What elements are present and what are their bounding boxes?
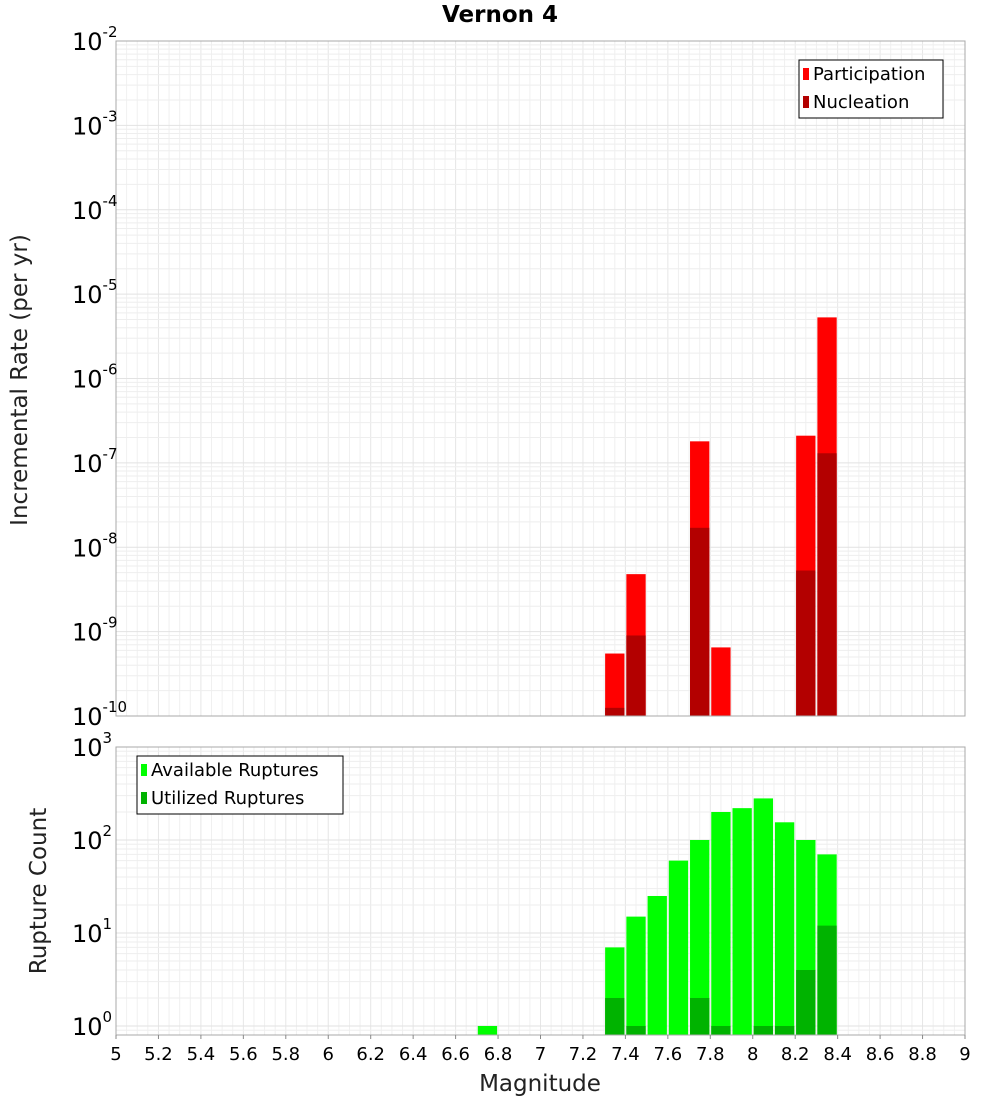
- bottom-legend-swatch-0: [141, 764, 147, 776]
- x-tick-label-14: 7.8: [696, 1044, 725, 1065]
- top-y-tick-label-7: 10-9: [72, 614, 118, 647]
- bottom-legend-label-0: Available Ruptures: [151, 760, 319, 781]
- x-tick-label-4: 5.8: [271, 1044, 300, 1065]
- bottom-y-tick-label-3: 100: [72, 1008, 112, 1041]
- top-series-1: [605, 453, 837, 716]
- x-tick-label-8: 6.6: [441, 1044, 470, 1065]
- bottom-y-tick-label-0: 103: [72, 729, 112, 762]
- bottom-panel: 103 102 101 100 5 5.2 5.4 5.6 5.8 6 6.2 6.4 6.6 6.8 7 7…: [72, 729, 971, 1065]
- top-y-axis-label: Incremental Rate (per yr): [7, 234, 33, 526]
- x-tick-label-16: 8.2: [781, 1044, 810, 1065]
- bottom-bar-1-4: [753, 1025, 774, 1035]
- bottom-bar-0-9: [774, 822, 795, 1035]
- x-tick-label-5: 6: [323, 1044, 334, 1065]
- top-y-ticks: 10-2 10-3 10-4 10-5 10-6 10-7 10-8 10-9 10-10: [72, 23, 127, 731]
- top-y-tick-label-5: 10-7: [72, 445, 118, 478]
- top-y-tick-label-4: 10-6: [72, 361, 118, 394]
- bottom-bar-1-7: [817, 925, 837, 1035]
- x-tick-label-17: 8.4: [823, 1044, 852, 1065]
- top-legend-label-1: Nucleation: [813, 92, 909, 113]
- top-y-tick-label-8: 10-10: [72, 698, 127, 731]
- bottom-bar-1-2: [690, 997, 710, 1035]
- top-bar-1-0: [605, 707, 625, 716]
- bottom-y-tick-label-2: 101: [72, 915, 112, 948]
- bottom-bar-1-6: [796, 969, 816, 1035]
- x-tick-label-2: 5.4: [187, 1044, 216, 1065]
- top-y-tick-label-6: 10-8: [72, 529, 118, 562]
- x-tick-label-10: 7: [535, 1044, 546, 1065]
- x-ticks: 5 5.2 5.4 5.6 5.8 6 6.2 6.4 6.6 6.8 7 7.2 7.4 7.6 7.8 8…: [110, 1035, 971, 1065]
- bottom-bar-1-3: [711, 1025, 731, 1035]
- bottom-legend-swatch-1: [141, 792, 147, 804]
- x-tick-label-0: 5: [110, 1044, 121, 1065]
- top-bar-0-0: [605, 653, 625, 716]
- x-tick-label-1: 5.2: [144, 1044, 173, 1065]
- top-legend-swatch-1: [803, 96, 809, 108]
- top-bar-1-2: [690, 527, 710, 716]
- top-y-tick-label-3: 10-5: [72, 276, 118, 309]
- bottom-legend-label-1: Utilized Ruptures: [151, 788, 304, 809]
- bottom-bar-0-5: [690, 839, 710, 1035]
- bottom-y-tick-label-1: 102: [72, 822, 112, 855]
- x-tick-label-6: 6.2: [356, 1044, 385, 1065]
- bottom-series-1: [605, 925, 837, 1035]
- x-tick-label-15: 8: [747, 1044, 758, 1065]
- top-bar-1-1: [626, 635, 646, 716]
- top-y-tick-label-0: 10-2: [72, 23, 118, 56]
- x-axis-label: Magnitude: [479, 1071, 601, 1097]
- bottom-bar-0-8: [753, 798, 774, 1035]
- top-bar-1-4: [817, 453, 837, 716]
- x-tick-label-12: 7.4: [611, 1044, 640, 1065]
- bottom-bar-1-1: [626, 1025, 646, 1035]
- bottom-bars: [477, 798, 837, 1035]
- top-plot-border: [115, 40, 966, 717]
- bottom-legend: Available Ruptures Utilized Ruptures: [136, 755, 344, 815]
- top-legend-label-0: Participation: [813, 64, 925, 85]
- x-tick-label-11: 7.2: [569, 1044, 598, 1065]
- bottom-y-ticks: 103 102 101 100: [72, 729, 112, 1041]
- top-panel: 10-2 10-3 10-4 10-5 10-6 10-7 10-8 10-9 10-10 Par…: [72, 23, 966, 731]
- top-y-tick-label-1: 10-3: [72, 107, 118, 140]
- x-tick-label-7: 6.4: [399, 1044, 428, 1065]
- x-tick-label-18: 8.6: [866, 1044, 895, 1065]
- x-tick-label-9: 6.8: [484, 1044, 513, 1065]
- top-legend: Participation Nucleation: [798, 59, 944, 119]
- x-tick-label-13: 7.6: [654, 1044, 683, 1065]
- top-bar-1-3: [796, 570, 816, 716]
- bottom-bar-0-3: [647, 895, 667, 1035]
- bottom-bar-0-4: [668, 860, 689, 1035]
- bottom-bar-0-0: [477, 1025, 498, 1035]
- chart-title: Vernon 4: [442, 2, 558, 28]
- top-legend-swatch-0: [803, 68, 809, 80]
- bottom-bar-0-6: [711, 812, 731, 1035]
- top-bars: [605, 317, 837, 716]
- top-grid: [115, 40, 966, 717]
- bottom-bar-0-7: [732, 808, 752, 1035]
- top-bar-0-3: [711, 647, 731, 716]
- bottom-y-axis-label: Rupture Count: [26, 808, 52, 974]
- bottom-bar-0-2: [626, 916, 646, 1035]
- bottom-bar-1-0: [605, 997, 625, 1035]
- top-y-tick-label-2: 10-4: [72, 192, 118, 225]
- x-tick-label-3: 5.6: [229, 1044, 258, 1065]
- x-tick-label-20: 9: [959, 1044, 970, 1065]
- bottom-bar-1-5: [774, 1025, 795, 1035]
- x-tick-label-19: 8.8: [908, 1044, 937, 1065]
